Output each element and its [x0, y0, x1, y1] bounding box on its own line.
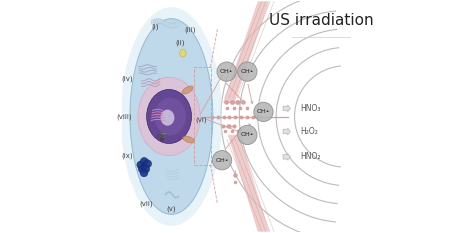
Ellipse shape — [166, 22, 170, 27]
Ellipse shape — [140, 158, 148, 165]
Text: OH•: OH• — [257, 110, 270, 114]
Text: (ix): (ix) — [121, 152, 133, 159]
Ellipse shape — [164, 21, 168, 26]
Text: OH•: OH• — [241, 69, 254, 74]
Ellipse shape — [175, 22, 179, 27]
Text: (i): (i) — [152, 24, 159, 30]
FancyArrow shape — [283, 105, 291, 112]
Ellipse shape — [182, 136, 195, 143]
FancyArrow shape — [283, 128, 291, 135]
Ellipse shape — [146, 89, 191, 144]
Text: (iv): (iv) — [121, 75, 133, 82]
Ellipse shape — [212, 151, 232, 170]
Ellipse shape — [140, 169, 148, 177]
Ellipse shape — [161, 110, 174, 126]
Text: HNO₃: HNO₃ — [301, 104, 321, 113]
Ellipse shape — [158, 19, 162, 24]
Ellipse shape — [155, 18, 159, 24]
Ellipse shape — [121, 7, 222, 226]
FancyArrow shape — [283, 153, 291, 160]
Ellipse shape — [144, 160, 152, 168]
Ellipse shape — [163, 133, 167, 135]
Ellipse shape — [153, 19, 157, 24]
Ellipse shape — [237, 62, 257, 81]
Text: OH•: OH• — [241, 132, 254, 137]
Ellipse shape — [162, 20, 166, 25]
Ellipse shape — [182, 86, 193, 94]
Ellipse shape — [160, 19, 164, 24]
Ellipse shape — [169, 23, 173, 28]
Ellipse shape — [161, 138, 164, 141]
Ellipse shape — [142, 165, 150, 173]
Ellipse shape — [254, 102, 273, 122]
Ellipse shape — [138, 77, 200, 156]
Ellipse shape — [137, 161, 145, 169]
Ellipse shape — [217, 62, 237, 81]
Polygon shape — [223, 1, 269, 103]
Ellipse shape — [151, 20, 155, 25]
Text: US irradiation: US irradiation — [269, 13, 374, 28]
Ellipse shape — [180, 49, 186, 57]
Text: HNO₂: HNO₂ — [301, 152, 321, 161]
Ellipse shape — [130, 19, 213, 214]
Text: (v): (v) — [166, 205, 176, 212]
Text: (iii): (iii) — [185, 27, 196, 33]
Polygon shape — [228, 135, 269, 232]
Text: OH•: OH• — [220, 69, 233, 74]
Text: (viii): (viii) — [116, 113, 132, 120]
Ellipse shape — [157, 134, 163, 138]
Text: (ii): (ii) — [176, 40, 185, 46]
Ellipse shape — [171, 23, 174, 28]
Text: (vi): (vi) — [195, 117, 207, 123]
Text: OH•: OH• — [215, 158, 229, 163]
Text: (vii): (vii) — [139, 201, 153, 207]
Ellipse shape — [160, 133, 164, 135]
Text: H₂O₂: H₂O₂ — [301, 127, 318, 136]
Ellipse shape — [237, 125, 257, 145]
Ellipse shape — [155, 98, 186, 135]
Ellipse shape — [138, 165, 146, 173]
Ellipse shape — [173, 23, 177, 28]
